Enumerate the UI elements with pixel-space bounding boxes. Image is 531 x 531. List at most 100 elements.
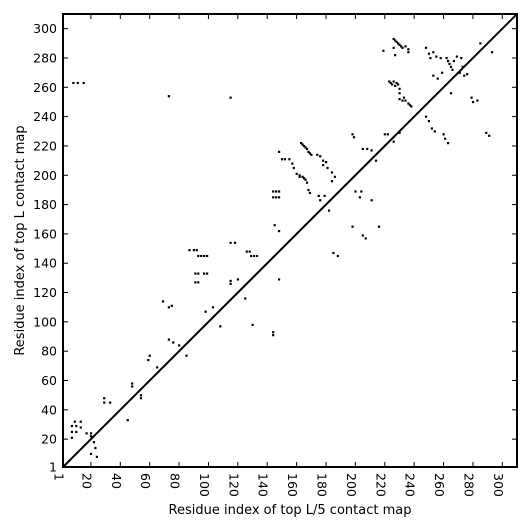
contact-point [439,56,442,60]
contact-point [319,155,322,158]
x-tick-label: 40 [109,473,124,489]
contact-point [366,147,369,151]
contact-point [272,334,275,337]
contact-point [236,278,240,281]
contact-point [449,65,453,68]
contact-point [89,452,93,456]
contact-point [302,144,306,148]
contact-point [272,190,275,193]
contact-point [392,140,395,143]
contact-point [407,102,410,105]
contact-points [70,37,494,458]
contact-point [300,142,303,145]
contact-point [280,158,284,161]
contact-point [255,254,259,258]
contact-point [245,250,248,253]
contact-point [305,147,309,151]
contact-point [435,55,438,58]
contact-point [389,81,392,85]
contact-point [330,171,334,174]
contact-point [408,103,411,107]
contact-point [333,175,337,178]
contact-point [410,105,413,108]
y-tick-label: 60 [41,373,57,388]
contact-point [72,81,75,85]
contact-point [432,51,435,54]
y-tick-label: 80 [41,344,57,359]
contact-point [448,62,451,66]
contact-point [449,92,453,95]
y-tick-label: 180 [33,197,57,212]
contact-point [398,98,401,101]
x-tick-label: 280 [461,473,476,497]
contact-point [89,435,93,438]
y-axis-label: Residue index of top L contact map [13,125,28,355]
contact-point [109,401,112,404]
contact-point [383,133,386,136]
contact-point [391,83,394,86]
contact-point [399,45,403,48]
contact-point [172,341,175,344]
contact-point [432,74,435,77]
contact-point [316,153,319,156]
x-tick-label: 180 [314,473,329,497]
diagonal-line [62,13,518,468]
contact-point [458,71,461,74]
contact-point [364,237,367,240]
contact-point [197,254,200,258]
contact-point [388,80,391,83]
contact-point [185,354,188,357]
contact-point [470,96,473,99]
contact-point [398,92,401,95]
contact-point [460,56,463,60]
x-tick-label: 240 [403,473,418,497]
contact-point [203,254,206,258]
contact-point [436,77,439,80]
contact-point [374,159,378,162]
contact-point [396,83,400,86]
contact-point [307,188,310,192]
y-tick-label: 300 [33,21,57,36]
contact-point [444,137,447,140]
contact-point [200,254,203,258]
contact-point [76,81,79,85]
contact-point [308,191,312,195]
contact-point [272,331,275,334]
x-tick-label: 100 [197,473,212,497]
contact-point [277,196,281,199]
contact-point [394,54,397,57]
contact-point [272,196,275,199]
contact-point [304,178,307,181]
contact-point [85,432,88,435]
contact-point [327,209,331,212]
contact-point [197,281,200,284]
contact-point [322,159,325,162]
contact-point [407,48,410,51]
contact-point [156,366,159,369]
contact-point [326,166,329,170]
y-tick-label: 1 [49,460,57,475]
contact-point [463,74,466,77]
x-tick-label: 140 [256,473,271,497]
contact-point [317,194,320,197]
x-tick-label: 80 [168,473,183,489]
contact-point [204,310,207,313]
contact-point [139,394,143,397]
contact-point [167,338,170,341]
x-tick-label: 220 [373,473,388,497]
contact-point [488,134,491,137]
contact-point [398,87,401,90]
contact-point [103,397,106,400]
contact-point [471,100,475,104]
contact-point [126,419,129,422]
contact-point [194,272,197,275]
contact-point [302,177,306,180]
contact-point [430,127,433,130]
contact-point [103,401,106,404]
contact-point [310,153,313,156]
contact-point [219,325,222,328]
contact-point [427,120,431,123]
contact-point [89,432,93,435]
plot-frame [62,13,518,468]
